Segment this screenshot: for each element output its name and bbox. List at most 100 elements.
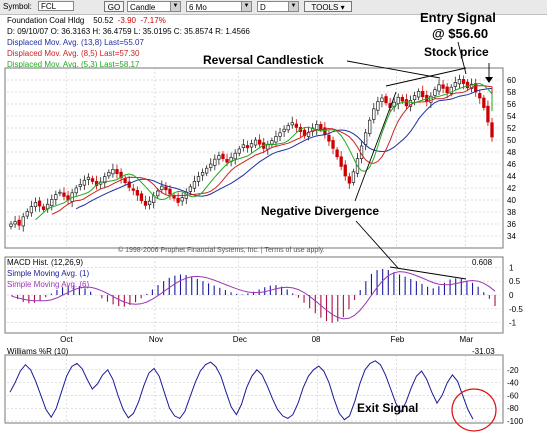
negative-divergence-pointer-macd bbox=[355, 220, 399, 269]
candle-body bbox=[282, 128, 286, 132]
macd-title: MACD Hist. (12,26,9) bbox=[7, 258, 84, 267]
candle-body bbox=[363, 132, 368, 145]
candle-body bbox=[143, 200, 148, 206]
candle-body bbox=[50, 199, 54, 206]
candle-body bbox=[196, 176, 201, 182]
stock-price-annotation: Stock price bbox=[424, 45, 489, 59]
candle-body bbox=[482, 97, 486, 108]
candle-body bbox=[21, 216, 25, 227]
candle-body bbox=[461, 79, 466, 84]
candle-body bbox=[123, 178, 127, 183]
price-tick-label: 44 bbox=[507, 172, 516, 181]
price-tick-label: 52 bbox=[507, 124, 516, 133]
price-change: -3.90 bbox=[117, 16, 136, 25]
candle-body bbox=[217, 155, 221, 160]
candle-body bbox=[237, 148, 241, 154]
go-button[interactable]: GO bbox=[104, 1, 124, 12]
macd-sma1-legend: Simple Moving Avg. (1) bbox=[7, 269, 90, 278]
williams-tick-label: -40 bbox=[507, 379, 519, 388]
williams-panel-frame bbox=[4, 354, 504, 424]
candle-body bbox=[25, 211, 29, 217]
candle-body bbox=[372, 108, 376, 120]
price-tick-label: 60 bbox=[507, 76, 516, 85]
candle-body bbox=[335, 149, 339, 158]
ma3-legend: Displaced Mov. Avg. (5,3) Last=58.17 bbox=[7, 60, 140, 69]
candle-body bbox=[457, 79, 462, 85]
williams-tick-label: -80 bbox=[507, 404, 519, 413]
candle-body bbox=[421, 91, 425, 98]
negative-divergence-pointer-price bbox=[354, 91, 397, 202]
price-tick-label: 38 bbox=[507, 208, 516, 217]
candle-body bbox=[412, 95, 417, 101]
reversal-candlestick-annotation: Reversal Candlestick bbox=[203, 53, 324, 67]
candle-body bbox=[131, 188, 135, 191]
candle-body bbox=[400, 97, 404, 102]
candle-body bbox=[327, 134, 331, 142]
month-tick-label: Mar bbox=[459, 335, 473, 344]
candle-body bbox=[278, 132, 282, 137]
candle-body bbox=[41, 206, 46, 210]
period-select[interactable]: 6 Mo ▼ bbox=[186, 1, 252, 12]
candle-body bbox=[74, 187, 78, 194]
tools-button[interactable]: TOOLS ▾ bbox=[304, 1, 352, 12]
candle-body bbox=[205, 167, 209, 174]
interval-value: D bbox=[260, 3, 266, 12]
candle-body bbox=[160, 185, 164, 190]
chart-style-value: Candle bbox=[130, 3, 156, 12]
candle-body bbox=[111, 169, 115, 175]
gridlines bbox=[7, 68, 500, 423]
ohlc-readout: D: 09/10/07 O: 36.3163 H: 36.4759 L: 35.… bbox=[7, 27, 250, 36]
interval-select[interactable]: D ▼ bbox=[257, 1, 299, 12]
symbol-label: Symbol: bbox=[3, 2, 32, 11]
candle-body bbox=[339, 156, 343, 167]
candle-body bbox=[90, 178, 95, 182]
exit-signal-annotation: Exit Signal bbox=[357, 401, 419, 415]
tools-label: TOOLS bbox=[311, 3, 339, 12]
ma-13-8-line bbox=[75, 87, 493, 210]
candle-body bbox=[176, 197, 180, 203]
candle-body bbox=[347, 176, 351, 184]
price-tick-label: 46 bbox=[507, 160, 516, 169]
candle-body bbox=[258, 139, 262, 145]
candle-body bbox=[478, 93, 482, 99]
chevron-down-icon: ▼ bbox=[170, 2, 180, 11]
candle-body bbox=[9, 223, 13, 227]
candle-body bbox=[209, 163, 213, 168]
candle-body bbox=[221, 153, 225, 159]
candle-body bbox=[266, 144, 270, 150]
candle-body bbox=[396, 97, 400, 104]
candle-body bbox=[135, 190, 140, 196]
candle-body bbox=[164, 186, 168, 191]
price-change-pct: -7.17% bbox=[140, 16, 166, 25]
williams-last-value: -31.03 bbox=[472, 347, 495, 356]
candle-body bbox=[376, 101, 380, 111]
candle-body bbox=[107, 172, 111, 177]
price-tick-label: 56 bbox=[507, 100, 516, 109]
candle-body bbox=[286, 125, 290, 131]
candle-body bbox=[147, 200, 152, 206]
candle-body bbox=[380, 97, 384, 102]
month-tick-label: Nov bbox=[149, 335, 163, 344]
price-tick-label: 54 bbox=[507, 112, 516, 121]
candle-body bbox=[168, 188, 172, 195]
chart-style-select[interactable]: Candle ▼ bbox=[127, 1, 181, 12]
candle-body bbox=[233, 152, 237, 160]
symbol-input[interactable]: FCL bbox=[38, 1, 74, 11]
candle-body bbox=[384, 96, 388, 104]
candle-body bbox=[245, 145, 250, 149]
candle-body bbox=[115, 169, 119, 174]
ma1-legend: Displaced Mov. Avg. (13,8) Last=55.07 bbox=[7, 38, 144, 47]
negative-divergence-annotation: Negative Divergence bbox=[261, 204, 380, 218]
macd-tick-label: 0.5 bbox=[509, 277, 521, 286]
candle-body bbox=[429, 95, 433, 103]
candle-body bbox=[416, 91, 421, 98]
candle-body bbox=[310, 127, 315, 132]
candle-body bbox=[58, 191, 62, 194]
ma-8-5-line bbox=[51, 85, 493, 215]
macd-signal-line bbox=[11, 271, 496, 320]
candle-body bbox=[368, 119, 372, 134]
price-tick-label: 48 bbox=[507, 148, 516, 157]
entry-price-annotation: @ $56.60 bbox=[432, 26, 489, 41]
toolbar: Symbol: FCL GO Candle ▼ 6 Mo ▼ D ▼ TOOLS ▾ bbox=[0, 0, 547, 15]
candle-body bbox=[78, 184, 82, 187]
